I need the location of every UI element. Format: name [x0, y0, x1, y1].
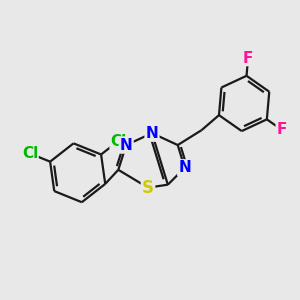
Text: S: S — [142, 178, 154, 196]
Text: N: N — [120, 137, 133, 152]
Text: F: F — [276, 122, 286, 137]
Text: F: F — [243, 50, 253, 65]
Text: N: N — [178, 160, 191, 175]
Text: Cl: Cl — [22, 146, 38, 161]
Text: N: N — [146, 126, 158, 141]
Text: Cl: Cl — [110, 134, 126, 148]
